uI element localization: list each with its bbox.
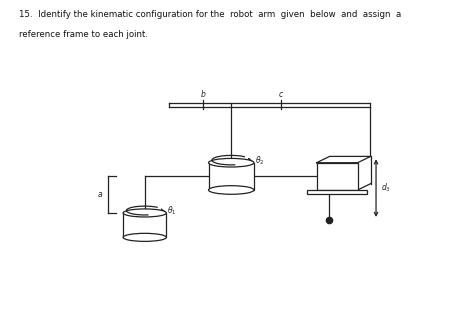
Ellipse shape	[209, 158, 254, 167]
Text: b: b	[201, 90, 206, 99]
Text: reference frame to each joint.: reference frame to each joint.	[19, 30, 148, 39]
Text: a: a	[98, 190, 103, 199]
Ellipse shape	[123, 209, 166, 217]
Text: 15.  Identify the kinematic configuration for the  robot  arm  given  below  and: 15. Identify the kinematic configuration…	[19, 10, 401, 18]
Text: $\theta_1$: $\theta_1$	[167, 205, 177, 217]
Ellipse shape	[209, 186, 254, 194]
Ellipse shape	[123, 233, 166, 241]
Bar	[317, 163, 358, 190]
Text: c: c	[279, 90, 283, 99]
Text: $d_3$: $d_3$	[381, 182, 391, 194]
Bar	[209, 163, 254, 190]
Text: $\theta_2$: $\theta_2$	[255, 154, 264, 167]
Bar	[123, 213, 166, 237]
Bar	[307, 190, 367, 194]
